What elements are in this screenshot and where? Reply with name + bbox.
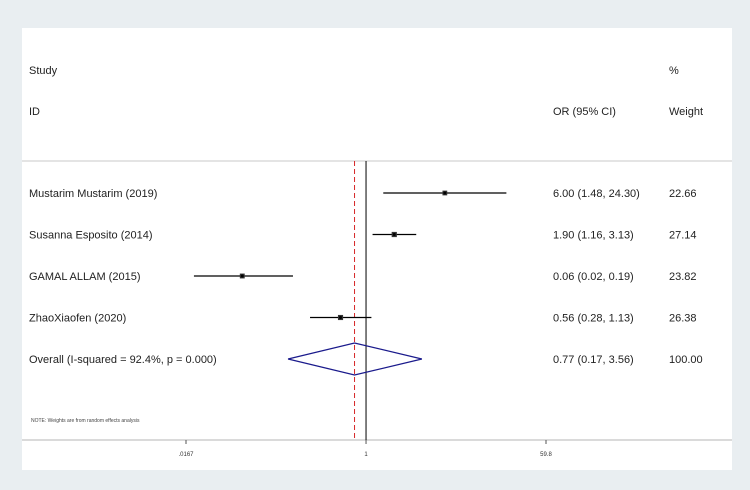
header-weight: Weight bbox=[669, 106, 703, 118]
header-id: ID bbox=[29, 106, 40, 118]
or-ci-value: 6.00 (1.48, 24.30) bbox=[553, 188, 640, 200]
study-label: Susanna Esposito (2014) bbox=[29, 230, 153, 242]
weight-value: 26.38 bbox=[669, 313, 697, 325]
overall-diamond bbox=[287, 342, 423, 376]
point-estimate bbox=[392, 233, 396, 236]
or-ci-value: 0.56 (0.28, 1.13) bbox=[553, 313, 634, 325]
footnote: NOTE: Weights are from random effects an… bbox=[31, 418, 140, 424]
header-study: Study bbox=[29, 65, 58, 77]
x-tick-label: .0167 bbox=[178, 452, 194, 458]
plot-panel bbox=[22, 28, 732, 470]
or-ci-value: 1.90 (1.16, 3.13) bbox=[553, 230, 634, 242]
weight-value: 27.14 bbox=[669, 230, 697, 242]
x-tick-label: 1 bbox=[364, 452, 368, 458]
study-label: Mustarim Mustarim (2019) bbox=[29, 188, 157, 200]
overall-label: Overall (I-squared = 92.4%, p = 0.000) bbox=[29, 354, 217, 366]
x-tick-label: 59.8 bbox=[540, 452, 552, 458]
or-ci-value: 0.06 (0.02, 0.19) bbox=[553, 271, 634, 283]
weight-value: 23.82 bbox=[669, 271, 697, 283]
point-estimate bbox=[339, 316, 343, 319]
point-estimate bbox=[240, 274, 244, 278]
weight-value: 22.66 bbox=[669, 188, 697, 200]
header-weight-percent: % bbox=[669, 65, 679, 77]
forest-marks: .0167 1 59.8 Mustarim Mustarim (2019) 6.00 (… bbox=[29, 161, 703, 458]
overall-weight: 100.00 bbox=[669, 354, 703, 366]
study-label: GAMAL ALLAM (2015) bbox=[29, 271, 140, 283]
overall-or-ci: 0.77 (0.17, 3.56) bbox=[553, 354, 634, 366]
header-or: OR (95% CI) bbox=[553, 106, 616, 118]
study-label: ZhaoXiaofen (2020) bbox=[29, 313, 126, 325]
point-estimate bbox=[443, 191, 447, 195]
